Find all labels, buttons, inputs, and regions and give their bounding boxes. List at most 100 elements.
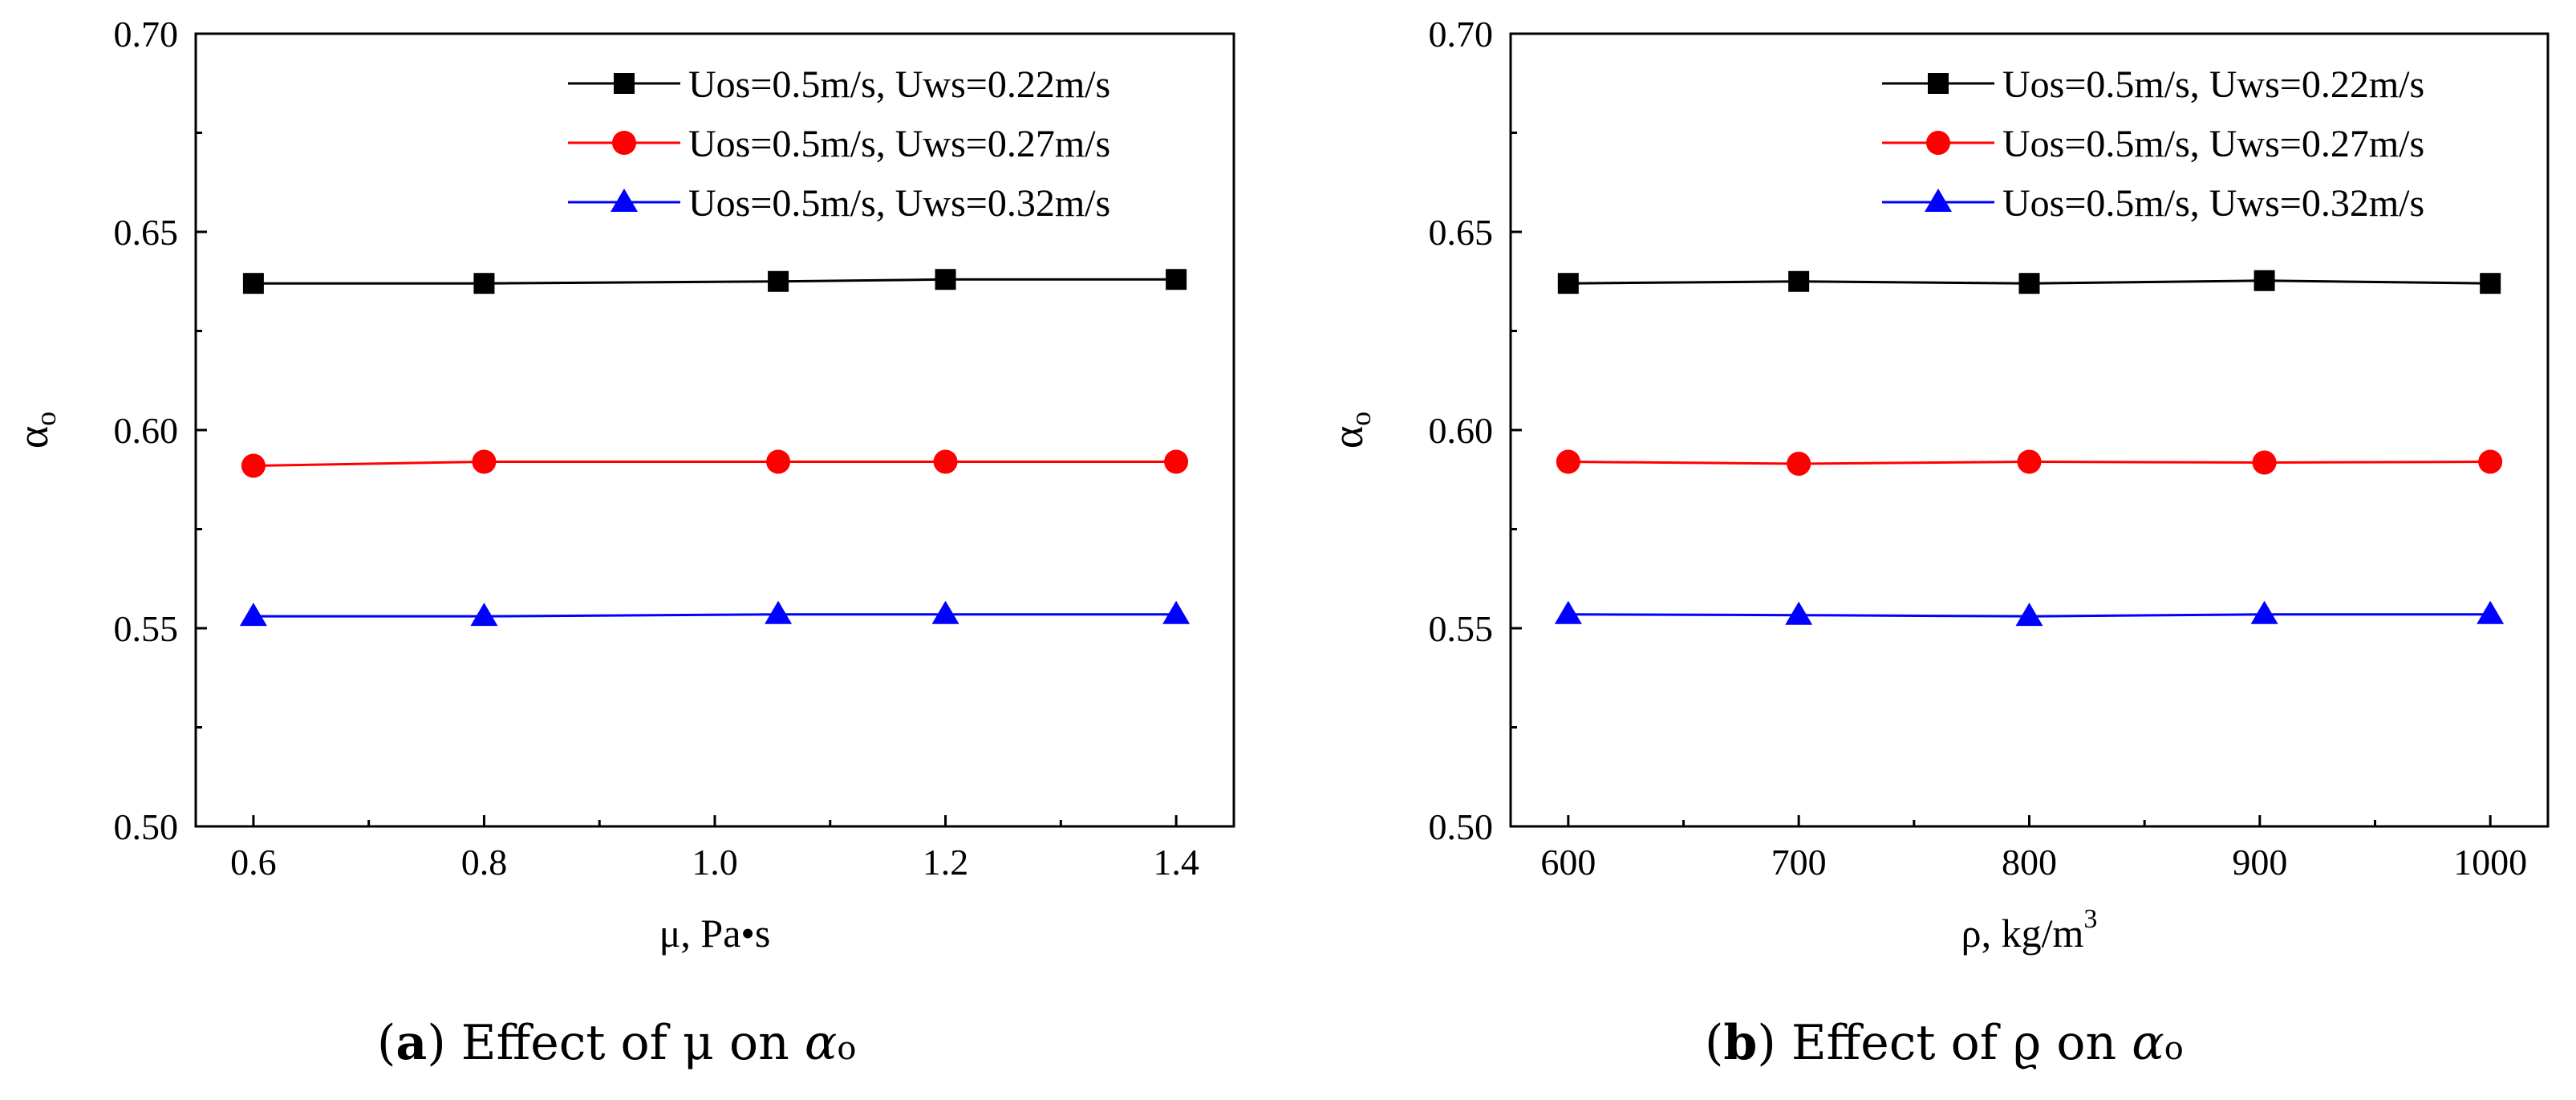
x-axis-title: ρ, kg/m3 <box>1961 904 2098 956</box>
x-axis-title-text: ρ, kg/m <box>1961 911 2084 956</box>
caption-symbol: α <box>2132 1015 2164 1071</box>
legend: Uos=0.5m/s, Uws=0.22m/s Uos=0.5m/s, Uws=0… <box>568 63 1110 225</box>
x-axis-title-superscript: 3 <box>2083 904 2097 934</box>
marker-square <box>1557 273 1579 294</box>
marker-triangle <box>931 600 959 624</box>
y-axis-title-subscript: o <box>30 412 62 426</box>
caption-subscript: o <box>837 1030 856 1067</box>
marker-square <box>2018 273 2040 294</box>
x-tick-label: 1.4 <box>1153 842 1199 883</box>
y-axis-title: αo <box>1324 412 1377 449</box>
figure-caption: (a) Effect of μ on αo <box>377 1015 856 1071</box>
marker-square <box>473 273 495 294</box>
x-tick-label: 600 <box>1540 842 1596 883</box>
x-tick-label: 800 <box>2002 842 2057 883</box>
legend-label: Uos=0.5m/s, Uws=0.22m/s <box>688 63 1110 106</box>
y-axis-title-symbol: α <box>9 426 57 449</box>
marker-circle <box>1787 451 1811 476</box>
legend-label: Uos=0.5m/s, Uws=0.27m/s <box>688 123 1110 165</box>
marker-triangle <box>2250 600 2278 624</box>
marker-triangle <box>1785 601 1813 625</box>
x-tick-label: 0.8 <box>461 842 508 883</box>
marker-square <box>614 73 635 94</box>
marker-circle <box>1164 449 1189 474</box>
x-tick-label: 900 <box>2232 842 2287 883</box>
marker-circle <box>241 453 266 478</box>
caption-paren-close: ) <box>1757 1015 1775 1071</box>
marker-circle <box>2252 450 2277 475</box>
caption-label: b <box>1723 1015 1757 1071</box>
marker-circle <box>766 449 791 474</box>
legend-item-3: Uos=0.5m/s, Uws=0.32m/s <box>1882 182 2424 225</box>
caption-subscript: o <box>2164 1030 2184 1067</box>
y-tick-label: 0.55 <box>114 608 179 649</box>
chart-panel-b: 0.50 0.55 0.60 0.65 0.70 600 700 800 900 1000 ρ, k… <box>1324 14 2550 1071</box>
caption-paren-open: ( <box>1705 1015 1723 1071</box>
chart-panel-a: 0.50 0.55 0.60 0.65 0.70 0.6 0.8 1.0 1.2 1.4 μ, Pa… <box>9 14 1235 1071</box>
caption-symbol: α <box>805 1015 838 1071</box>
x-tick-label: 1.2 <box>923 842 969 883</box>
series-3 <box>239 600 1191 627</box>
marker-circle <box>1556 449 1580 474</box>
caption-paren-open: ( <box>377 1015 396 1071</box>
y-tick-label: 0.70 <box>114 14 179 55</box>
series-3 <box>1554 600 2505 627</box>
y-tick-label: 0.60 <box>114 410 179 451</box>
caption-text: Effect of μ on <box>446 1015 805 1071</box>
marker-square <box>768 270 789 292</box>
legend-item-1: Uos=0.5m/s, Uws=0.22m/s <box>1882 63 2424 106</box>
x-tick-label: 700 <box>1771 842 1827 883</box>
marker-circle <box>612 131 636 155</box>
legend-label: Uos=0.5m/s, Uws=0.32m/s <box>2002 182 2424 225</box>
legend: Uos=0.5m/s, Uws=0.22m/s Uos=0.5m/s, Uws=0… <box>1882 63 2424 225</box>
x-axis-title: μ, Pa•s <box>659 911 771 956</box>
legend-label: Uos=0.5m/s, Uws=0.22m/s <box>2002 63 2424 106</box>
marker-triangle <box>470 603 498 627</box>
y-tick-label: 0.65 <box>114 212 179 253</box>
marker-circle <box>2478 449 2503 474</box>
legend-item-2: Uos=0.5m/s, Uws=0.27m/s <box>568 123 1110 165</box>
series-2 <box>241 449 1189 478</box>
x-tick-label: 0.6 <box>230 842 277 883</box>
marker-triangle <box>239 603 267 627</box>
marker-circle <box>472 449 497 474</box>
marker-triangle <box>2015 603 2043 627</box>
marker-triangle <box>1925 189 1952 212</box>
y-tick-label: 0.65 <box>1429 212 1494 253</box>
series-2 <box>1556 449 2503 476</box>
marker-circle <box>933 449 958 474</box>
marker-triangle <box>1554 600 1582 624</box>
marker-square <box>2480 273 2501 294</box>
marker-square <box>935 269 956 290</box>
x-axis-title-text: μ, Pa•s <box>659 911 771 956</box>
marker-circle <box>2017 449 2042 474</box>
marker-square <box>1788 270 1810 292</box>
caption-text: Effect of ϱ on <box>1776 1015 2132 1071</box>
marker-square <box>1928 73 1949 94</box>
y-axis-title-symbol: α <box>1324 426 1372 449</box>
y-tick-label: 0.50 <box>114 806 179 847</box>
y-tick-label: 0.70 <box>1429 14 1494 55</box>
y-axis-title-subscript: o <box>1345 412 1377 426</box>
legend-item-3: Uos=0.5m/s, Uws=0.32m/s <box>568 182 1110 225</box>
series-1 <box>242 269 1187 294</box>
legend-label: Uos=0.5m/s, Uws=0.32m/s <box>688 182 1110 225</box>
marker-square <box>242 273 264 294</box>
marker-triangle <box>2477 600 2505 624</box>
y-axis-title: αo <box>9 412 62 449</box>
y-tick-label: 0.50 <box>1429 806 1494 847</box>
x-tick-label: 1.0 <box>692 842 738 883</box>
marker-square <box>1166 269 1187 290</box>
legend-item-2: Uos=0.5m/s, Uws=0.27m/s <box>1882 123 2424 165</box>
legend-label: Uos=0.5m/s, Uws=0.27m/s <box>2002 123 2424 165</box>
caption-label: a <box>396 1015 427 1071</box>
marker-square <box>2253 270 2275 291</box>
marker-circle <box>1926 131 1950 155</box>
marker-triangle <box>1162 600 1191 624</box>
x-tick-label: 1000 <box>2453 842 2527 883</box>
marker-triangle <box>611 189 638 212</box>
legend-item-1: Uos=0.5m/s, Uws=0.22m/s <box>568 63 1110 106</box>
y-tick-label: 0.60 <box>1429 410 1494 451</box>
figure-caption: (b) Effect of ϱ on αo <box>1705 1015 2184 1071</box>
